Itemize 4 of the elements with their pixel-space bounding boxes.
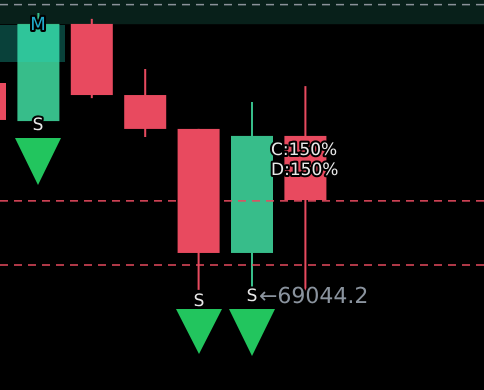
annotation: ←69044.2 <box>259 284 368 309</box>
annotation: S <box>32 115 44 135</box>
annotation: S <box>194 291 204 311</box>
annotation: S <box>246 286 258 306</box>
